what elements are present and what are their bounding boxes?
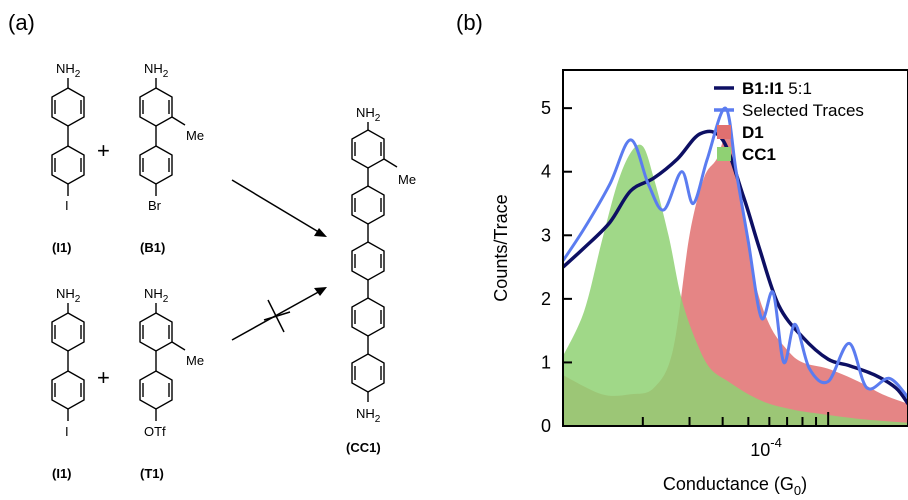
plus-sign: + xyxy=(97,365,110,390)
compound-label-t1: (T1) xyxy=(140,466,164,481)
molecule-b1: NH2 Me Br (B1) xyxy=(139,61,204,255)
reaction-arrow-failed xyxy=(231,287,327,341)
reaction-arrow-success xyxy=(231,179,327,237)
y-tick-label: 4 xyxy=(541,162,551,182)
legend-entry: CC1 xyxy=(742,145,776,164)
iodine-label: I xyxy=(65,198,69,213)
compound-label-i1: (I1) xyxy=(52,240,72,255)
panel-b-label: (b) xyxy=(456,10,483,35)
y-tick-label: 0 xyxy=(541,416,551,436)
molecule-t1: NH2 Me OTf (T1) xyxy=(139,286,204,481)
legend-swatch-patch xyxy=(717,125,731,139)
amine-label: NH2 xyxy=(144,286,169,305)
methyl-label: Me xyxy=(186,128,204,143)
amine-label: NH2 xyxy=(144,61,169,80)
series-layer xyxy=(561,106,908,426)
y-tick-label: 3 xyxy=(541,225,551,245)
plot-frame xyxy=(562,69,908,427)
legend-entry: B1:I1 5:1 xyxy=(742,79,812,98)
panel-b: (b) 0 1 2 3 4 5 Counts/Trace Conductance (G0)… xyxy=(456,10,908,498)
y-axis: 0 1 2 3 4 5 xyxy=(541,98,572,436)
amine-label: NH2 xyxy=(56,61,81,80)
y-tick-label: 1 xyxy=(541,352,551,372)
iodine-label: I xyxy=(65,424,69,439)
compound-label-b1: (B1) xyxy=(140,240,165,255)
series-line-b1-i1-5-1 xyxy=(561,129,908,405)
plus-sign: + xyxy=(97,138,110,163)
triflate-label: OTf xyxy=(144,424,166,439)
legend: B1:I1 5:1 Selected Traces D1 CC1 xyxy=(714,79,864,164)
amine-label: NH2 xyxy=(356,105,381,124)
bromine-label: Br xyxy=(148,198,162,213)
panel-a-label: (a) xyxy=(8,10,35,35)
y-tick-label: 5 xyxy=(541,98,551,118)
molecule-i1-top: NH2 I (I1) xyxy=(51,61,85,255)
legend-entry: Selected Traces xyxy=(742,101,864,120)
x-axis-label: Conductance (G0) xyxy=(663,474,807,498)
amine-label: NH2 xyxy=(356,406,381,425)
y-axis-label: Counts/Trace xyxy=(491,194,511,301)
series-line-selected-traces xyxy=(561,106,908,399)
compound-label-i1: (I1) xyxy=(52,466,72,481)
series-area-cc1 xyxy=(563,144,908,426)
y-tick-label: 2 xyxy=(541,289,551,309)
legend-entry: D1 xyxy=(742,123,764,142)
amine-label: NH2 xyxy=(56,286,81,305)
compound-label-cc1: (CC1) xyxy=(346,440,381,455)
methyl-label: Me xyxy=(186,353,204,368)
legend-swatch-patch xyxy=(717,147,731,161)
molecule-cc1: NH2 Me NH2 (CC1) xyxy=(346,105,416,455)
x-axis xyxy=(562,412,908,426)
methyl-label: Me xyxy=(398,172,416,187)
series-area-d1 xyxy=(563,133,908,426)
histogram-plot: 0 1 2 3 4 5 Counts/Trace Conductance (G0) 10-… xyxy=(491,69,908,498)
panel-a: (a) NH2 I (I1) + NH2 Me xyxy=(8,10,416,481)
x-tick-label: 10-4 xyxy=(750,435,782,460)
molecule-i1-bottom: NH2 I (I1) xyxy=(51,286,85,481)
